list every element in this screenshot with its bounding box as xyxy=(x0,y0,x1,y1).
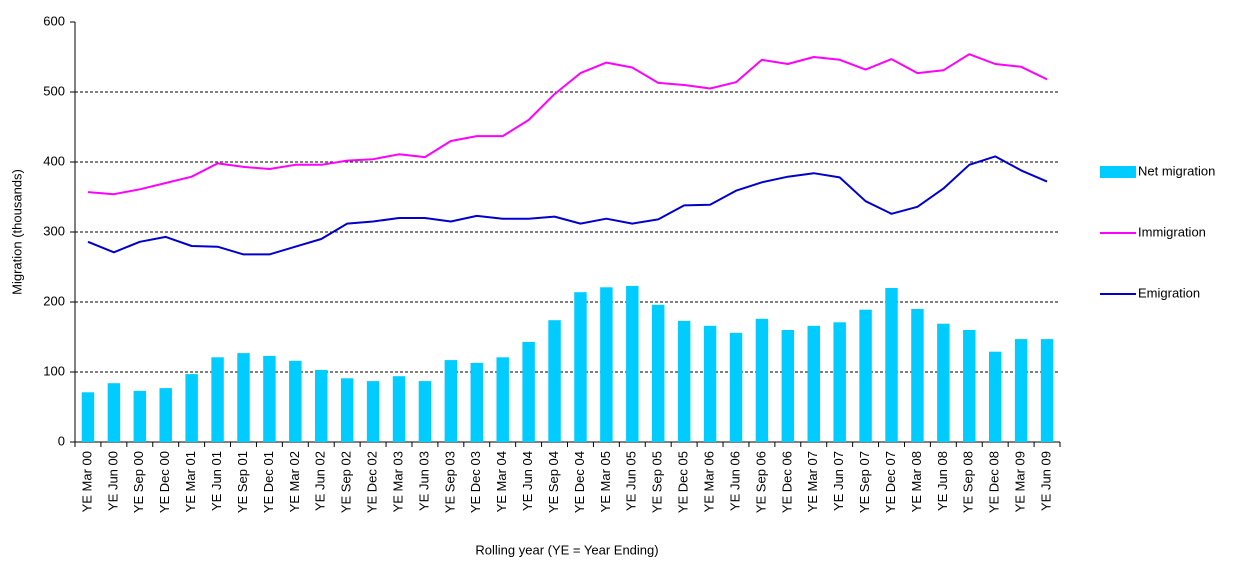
bar xyxy=(885,288,898,442)
x-tick-label: YE Dec 07 xyxy=(883,451,898,513)
bar xyxy=(185,374,198,442)
x-tick-label: YE Jun 04 xyxy=(520,451,535,511)
y-tick-label: 400 xyxy=(43,153,65,168)
x-tick-label: YE Jun 08 xyxy=(935,451,950,511)
x-tick-label: YE Sep 08 xyxy=(961,451,976,513)
bar xyxy=(1014,339,1028,442)
bar xyxy=(703,325,717,442)
bar xyxy=(755,318,769,442)
y-tick-label: 0 xyxy=(58,433,65,448)
x-tick-label: YE Jun 02 xyxy=(313,451,328,511)
bar xyxy=(548,320,561,442)
bar xyxy=(729,332,743,442)
x-tick-label: YE Jun 07 xyxy=(831,451,846,511)
bar xyxy=(859,309,872,442)
bar xyxy=(211,357,224,442)
x-tick-label: YE Sep 02 xyxy=(339,451,354,513)
bar xyxy=(470,362,483,442)
y-tick-label: 600 xyxy=(43,13,65,28)
x-tick-label: YE Mar 00 xyxy=(79,451,94,512)
bar xyxy=(574,292,587,442)
x-tick-label: YE Jun 00 xyxy=(105,451,120,511)
bar xyxy=(807,325,820,442)
x-tick-label: YE Mar 09 xyxy=(1013,451,1028,512)
legend-label: Immigration xyxy=(1138,224,1206,239)
x-tick-label: YE Jun 01 xyxy=(209,451,224,511)
x-tick-label: YE Mar 01 xyxy=(183,451,198,512)
y-tick-label: 100 xyxy=(43,363,65,378)
x-tick-label: YE Mar 07 xyxy=(805,451,820,512)
bar xyxy=(418,381,432,442)
bar xyxy=(600,287,613,442)
x-tick-label: YE Dec 02 xyxy=(365,451,380,513)
bar xyxy=(988,351,1002,442)
x-tick-label: YE Mar 04 xyxy=(494,451,509,512)
x-tick-label: YE Sep 01 xyxy=(235,451,250,513)
x-tick-label: YE Mar 08 xyxy=(909,451,924,512)
bar xyxy=(392,376,406,442)
bar xyxy=(237,353,250,442)
bar xyxy=(833,322,846,442)
x-tick-label: YE Mar 05 xyxy=(598,451,613,512)
x-tick-label: YE Jun 09 xyxy=(1038,451,1053,511)
x-tick-label: YE Dec 04 xyxy=(572,451,587,513)
bar xyxy=(315,369,328,442)
bar xyxy=(963,330,976,442)
bar xyxy=(781,330,795,442)
bar xyxy=(911,309,924,442)
x-tick-label: YE Dec 05 xyxy=(676,451,691,513)
x-tick-label: YE Jun 05 xyxy=(624,451,639,511)
x-tick-label: YE Dec 01 xyxy=(261,451,276,513)
x-tick-label: YE Mar 02 xyxy=(287,451,302,512)
x-tick-label: YE Jun 03 xyxy=(416,451,431,511)
x-tick-label: YE Dec 08 xyxy=(987,451,1002,513)
legend-swatch xyxy=(1100,166,1136,178)
bar xyxy=(677,320,691,442)
x-tick-label: YE Jun 06 xyxy=(727,451,742,511)
y-axis-label: Migration (thousands) xyxy=(9,169,24,295)
x-tick-label: YE Sep 06 xyxy=(753,451,768,513)
x-tick-label: YE Sep 00 xyxy=(131,451,146,513)
x-tick-label: YE Mar 06 xyxy=(702,451,717,512)
bar xyxy=(444,360,458,442)
x-axis-label: Rolling year (YE = Year Ending) xyxy=(475,542,658,557)
bar xyxy=(496,357,509,442)
bar xyxy=(159,388,172,442)
x-tick-label: YE Dec 03 xyxy=(468,451,483,513)
bar xyxy=(107,383,121,442)
bar xyxy=(289,360,302,442)
x-tick-label: YE Sep 05 xyxy=(650,451,665,513)
bar xyxy=(366,381,380,442)
line xyxy=(87,155,1048,256)
bar xyxy=(937,323,950,442)
bar xyxy=(626,285,639,442)
x-tick-label: YE Sep 03 xyxy=(442,451,457,513)
bar xyxy=(652,304,665,442)
x-tick-label: YE Sep 04 xyxy=(546,451,561,513)
x-tick-label: YE Dec 06 xyxy=(779,451,794,513)
x-tick-label: YE Dec 00 xyxy=(157,451,172,513)
x-tick-label: YE Mar 03 xyxy=(390,451,405,512)
legend-label: Emigration xyxy=(1138,285,1200,300)
line xyxy=(87,53,1048,196)
bar xyxy=(1040,339,1054,442)
x-tick-label: YE Sep 07 xyxy=(857,451,872,513)
bar xyxy=(81,392,95,442)
bar xyxy=(522,341,535,442)
y-tick-label: 300 xyxy=(43,223,65,238)
bar xyxy=(263,355,276,442)
legend-label: Net migration xyxy=(1138,163,1215,178)
y-tick-label: 500 xyxy=(43,83,65,98)
bar xyxy=(133,390,147,442)
bar xyxy=(340,378,354,442)
y-tick-label: 200 xyxy=(43,293,65,308)
